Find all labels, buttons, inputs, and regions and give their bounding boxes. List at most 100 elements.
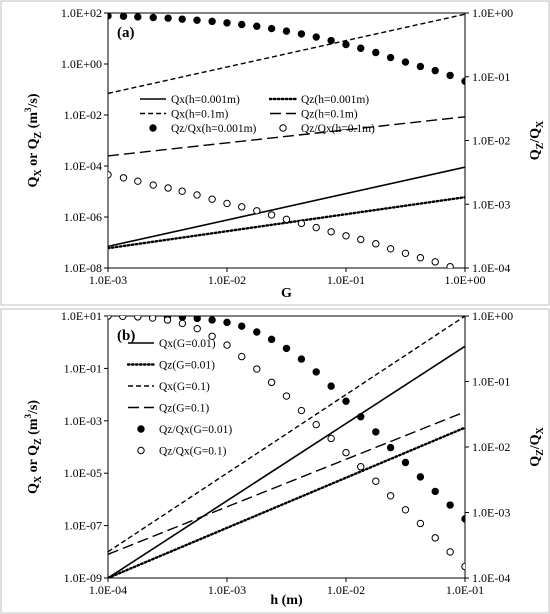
data-point <box>149 181 157 189</box>
data-point <box>312 368 320 376</box>
chart-b: 1.0E-04 1.0E-03 1.0E-02 1.0E-01 1.0E-09 1.0E-… <box>23 309 546 608</box>
y2-axis-label-part: Z <box>535 142 546 149</box>
x-axis-label: G <box>281 286 292 301</box>
y-tick-label: 1.0E-09 <box>64 571 102 585</box>
y-axis-label-part: (m <box>26 112 41 132</box>
y2-tick-label: 1.0E-04 <box>472 571 510 585</box>
data-point <box>223 318 231 327</box>
y-axis-label-part: X <box>33 169 44 177</box>
y2-tick-label: 1.0E-01 <box>472 375 510 389</box>
data-point <box>357 44 365 52</box>
y-axis-label-part: or Q <box>26 138 41 169</box>
data-point <box>282 392 291 400</box>
data-point <box>372 240 380 248</box>
y-tick-label: 1.0E-05 <box>64 466 102 480</box>
data-point <box>327 434 335 443</box>
data-point <box>416 254 425 262</box>
x-tick-label: 1.0E-02 <box>327 583 365 597</box>
panel-b-border <box>0 308 550 614</box>
data-point <box>327 228 335 236</box>
data-point <box>297 406 306 415</box>
data-point <box>267 24 276 33</box>
data-point <box>267 378 276 387</box>
legend-label: Qz(h=0.001m) <box>301 94 369 106</box>
data-point <box>357 463 365 471</box>
y2-axis-label: QZ/QX <box>528 426 546 466</box>
y-tick-label: 1.0E-03 <box>64 414 102 428</box>
series-line <box>108 411 465 555</box>
data-point <box>312 33 320 41</box>
data-point <box>431 66 439 75</box>
data-point <box>223 199 231 208</box>
data-point <box>386 492 395 500</box>
legend-label: Qx(G=0.01) <box>159 338 216 350</box>
y-tick-label: 1.0E-06 <box>64 210 102 224</box>
y-tick-label: 1.0E-02 <box>64 108 102 122</box>
y2-tick-label: 1.0E-03 <box>472 506 510 520</box>
data-point <box>401 58 410 66</box>
data-point <box>312 223 320 232</box>
y-axis-label-part: Z <box>33 132 44 139</box>
data-point <box>163 316 172 324</box>
series-line <box>108 13 465 95</box>
data-point <box>238 322 246 330</box>
data-point <box>253 22 261 30</box>
legend-label: Qz/Qx(h=0.001m) <box>171 123 257 135</box>
x-tick-label: 1.0E-02 <box>208 273 246 287</box>
y-tick-label: 1.0E-08 <box>64 261 102 275</box>
data-point <box>178 187 186 195</box>
data-point <box>342 397 350 405</box>
y-tick-label: 1.0E+01 <box>61 309 102 323</box>
data-point <box>193 316 201 323</box>
series-line <box>108 166 465 248</box>
data-point <box>342 448 350 457</box>
data-point <box>297 30 306 38</box>
legend-label: Qz/Qx(h=0.1m) <box>301 123 375 135</box>
data-point <box>372 48 380 57</box>
data-point <box>149 13 157 22</box>
data-point <box>342 40 350 49</box>
y-axis-label-part: /s) <box>26 400 41 415</box>
data-point <box>386 443 395 452</box>
data-point <box>238 203 246 211</box>
y2-tick-label: 1.0E+00 <box>472 6 513 20</box>
data-point <box>357 413 365 421</box>
data-point <box>208 332 216 340</box>
data-point <box>267 211 276 219</box>
data-point <box>401 458 410 467</box>
x-tick-label: 1.0E-01 <box>327 273 365 287</box>
data-point <box>461 562 465 571</box>
data-point <box>108 13 112 20</box>
y2-axis-label-part: /Q <box>528 128 543 144</box>
data-point <box>357 235 365 244</box>
series-line <box>108 426 465 578</box>
data-point <box>178 15 186 23</box>
legend-marker <box>149 124 157 132</box>
data-point <box>461 77 465 85</box>
y2-axis-label-part: X <box>535 120 546 128</box>
y-axis-label-part: or Q <box>26 445 41 476</box>
data-point <box>119 174 128 182</box>
data-point <box>267 335 276 344</box>
legend-label: Qx(h=0.1m) <box>171 109 228 121</box>
data-point <box>134 177 142 185</box>
data-point <box>193 324 201 333</box>
data-point <box>108 316 112 320</box>
data-point <box>108 171 112 179</box>
legend-label: Qx(G=0.1) <box>159 381 210 393</box>
y2-axis-label-part: Q <box>528 456 543 467</box>
y-tick-label: 1.0E+00 <box>61 57 102 71</box>
data-point <box>386 245 395 253</box>
data-point <box>327 36 335 45</box>
data-point <box>386 53 395 62</box>
series-line <box>108 116 465 157</box>
data-point <box>327 382 335 390</box>
legend-label: Qx(h=0.001m) <box>171 94 240 106</box>
y-axis-label-part: Q <box>26 483 41 494</box>
data-point <box>253 328 261 336</box>
data-point <box>372 428 380 436</box>
data-point <box>193 16 201 24</box>
data-point <box>193 191 201 199</box>
panel-label: (a) <box>117 25 135 41</box>
